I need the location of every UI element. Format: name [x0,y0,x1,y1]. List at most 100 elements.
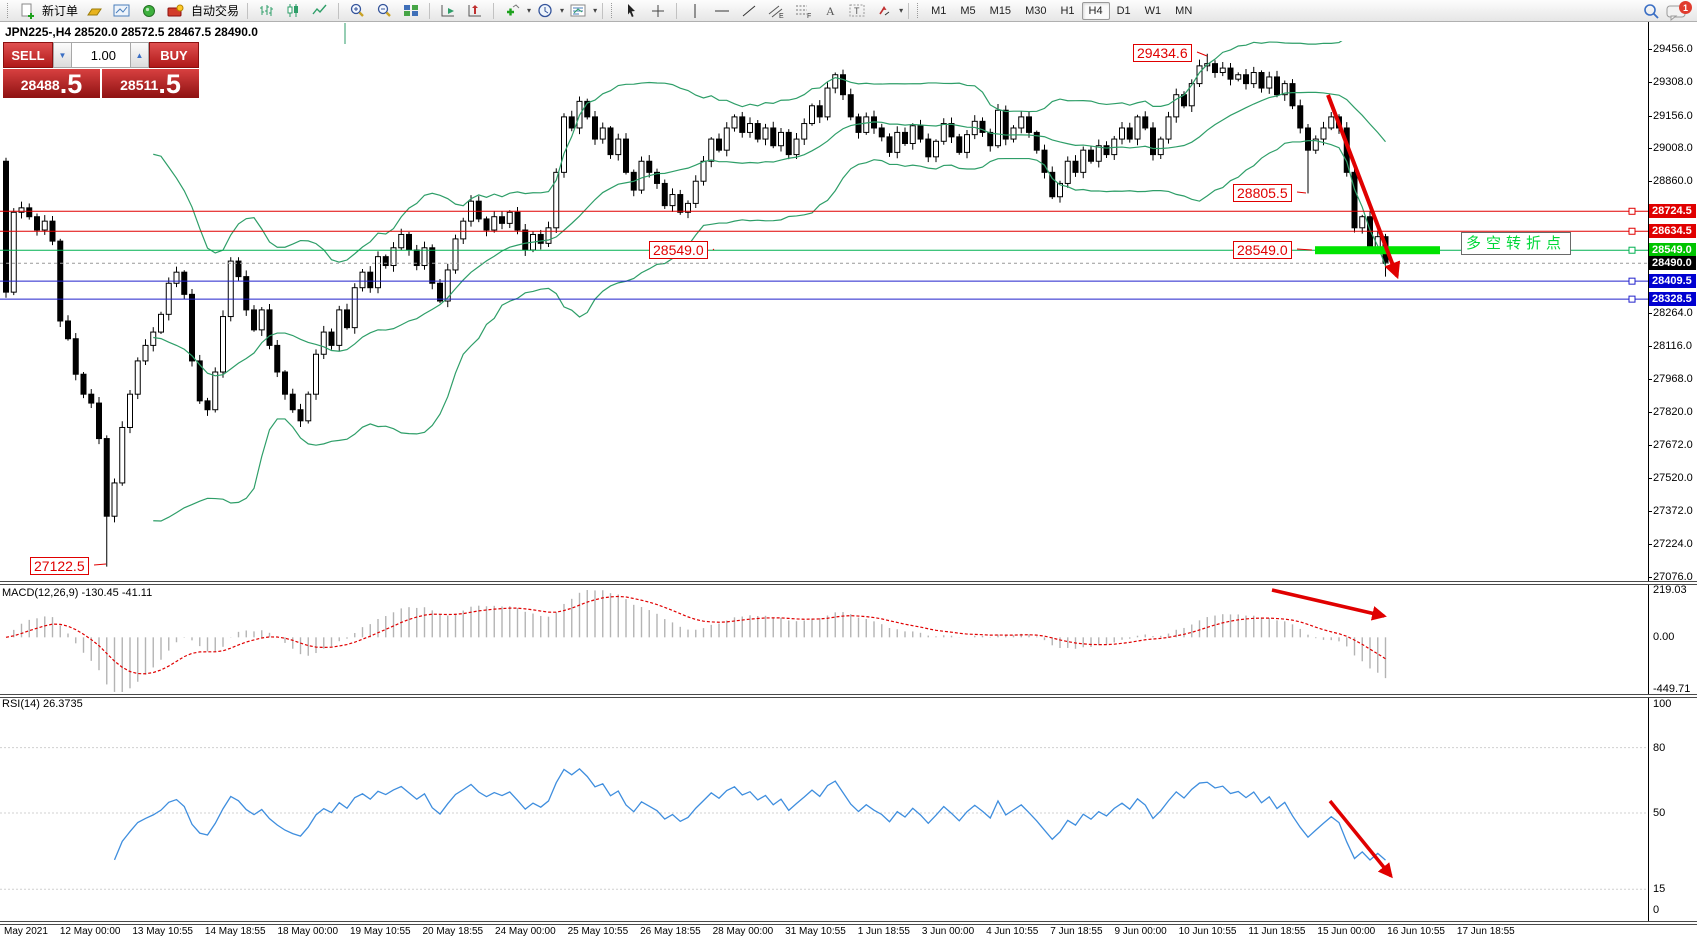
price-callout-28549.0[interactable]: 28549.0 [1233,241,1292,259]
text-tool-button[interactable]: A [817,0,843,21]
toolbar-grip [7,3,10,18]
sell-button[interactable]: SELL [3,42,53,68]
sell-price[interactable]: 28488.5 [3,69,100,98]
rsi-axis-label: 15 [1653,883,1666,896]
price-axis-label: 27520.0 [1653,472,1693,485]
cursor-tool-button[interactable] [618,0,644,21]
price-callout-28805.5[interactable]: 28805.5 [1233,184,1292,202]
price-axis-label: 27820.0 [1653,405,1693,418]
price-axis-tick [1648,181,1652,183]
price-axis-tick [1648,544,1652,546]
price-tag-28724.5: 28724.5 [1649,204,1696,219]
price-callout-29434.6[interactable]: 29434.6 [1133,44,1192,62]
indicators-button[interactable] [499,0,525,21]
text-label-tool-button[interactable]: T [844,0,870,21]
signal-orb-icon[interactable] [136,0,162,21]
time-axis[interactable]: May 2021 12 May 00:00 13 May 10:55 14 May 1… [0,926,1515,937]
toolbar-separator [247,2,249,19]
timeframe-h4[interactable]: H4 [1081,1,1110,20]
chart-title: JPN225-,H4 28520.0 28572.5 28467.5 28490… [5,25,258,39]
vertical-line-tool-button[interactable] [682,0,708,21]
turning-point-annotation[interactable]: 多空转折点 [1461,232,1572,255]
tile-windows-button[interactable] [398,0,424,21]
macd-down-arrow[interactable] [1271,588,1387,621]
templates-button[interactable] [565,0,591,21]
time-axis-label: 17 Jun 18:55 [1456,926,1515,937]
one-click-trading-panel: SELL ▼ 1.00 ▲ BUY 28488.5 28511.5 [3,42,199,98]
price-axis-tick [1648,115,1652,117]
line-chart-mode-button[interactable] [307,0,333,21]
timeframe-h1[interactable]: H1 [1060,4,1075,17]
trendline-tool-button[interactable] [736,0,762,21]
price-axis-label: 27224.0 [1653,538,1693,551]
new-order-label[interactable]: 新订单 [42,4,79,18]
price-axis-label: 28116.0 [1653,340,1692,353]
macd-axis-label: 219.03 [1653,584,1687,596]
buy-price[interactable]: 28511.5 [102,69,199,98]
down-trend-arrow[interactable] [1326,94,1401,280]
timeframe-m5[interactable]: M5 [960,4,976,17]
horizontal-line-tool-button[interactable] [709,0,735,21]
time-axis-label: 4 Jun 10:55 [986,926,1039,937]
time-axis-label: 20 May 18:55 [422,926,484,937]
indicators-dropdown-caret[interactable]: ▾ [527,6,532,15]
notification-badge[interactable]: 1 [1679,1,1692,14]
chart-window-icon[interactable] [109,0,135,21]
price-axis-tick [1648,411,1652,413]
time-axis-label: 19 May 10:55 [349,926,411,937]
price-axis-tick [1648,478,1652,480]
rsi-header: RSI(14) 26.3735 [2,698,83,710]
lot-increase-button[interactable]: ▲ [130,42,149,68]
candlestick-series [3,53,1389,567]
autotrading-button[interactable] [163,0,189,21]
lot-decrease-button[interactable]: ▼ [53,42,72,68]
price-callout-27122.5[interactable]: 27122.5 [30,557,89,575]
crosshair-tool-button[interactable] [645,0,671,21]
price-axis-label: 28264.0 [1653,307,1693,320]
search-button[interactable] [1638,1,1664,22]
gold-icon[interactable] [82,0,108,21]
fibonacci-tool-button[interactable]: F [790,0,816,21]
chart-shift-button[interactable] [462,0,488,21]
time-axis-label: 10 Jun 10:55 [1178,926,1237,937]
periods-button[interactable] [532,0,558,21]
zoom-in-button[interactable] [344,0,370,21]
templates-dropdown-caret[interactable]: ▾ [593,6,598,15]
bar-chart-mode-button[interactable] [253,0,279,21]
timeframe-m30[interactable]: M30 [1025,4,1047,17]
price-axis-label: 29308.0 [1653,75,1693,88]
timeframe-m1[interactable]: M1 [931,4,947,17]
zoom-out-button[interactable] [371,0,397,21]
time-axis-label: 3 Jun 00:00 [921,926,975,937]
price-axis-tick [1648,577,1652,578]
price-axis-tick [1648,379,1652,381]
buy-button[interactable]: BUY [149,42,199,68]
new-order-button[interactable] [14,0,40,21]
arrows-tool-button[interactable] [871,0,897,21]
timeframe-d1[interactable]: D1 [1116,4,1131,17]
time-axis-label: 28 May 00:00 [712,926,774,937]
channel-tool-button[interactable]: E [763,0,789,21]
time-axis-label: 31 May 10:55 [785,926,846,937]
auto-scroll-button[interactable] [435,0,461,21]
lot-size-input[interactable]: 1.00 [72,42,130,68]
arrows-dropdown-caret[interactable]: ▾ [899,6,904,15]
highlight-bar[interactable] [1315,246,1440,255]
macd-pane-splitter[interactable] [0,581,1697,585]
rsi-down-arrow[interactable] [1328,799,1393,879]
timeframe-m15[interactable]: M15 [989,4,1012,17]
rsi-axis-label: 100 [1653,698,1672,710]
toolbar-separator [429,2,431,19]
chart-canvas[interactable] [0,0,1648,942]
autotrading-label[interactable]: 自动交易 [191,4,240,18]
rsi-pane-splitter[interactable] [0,694,1697,698]
timeframe-mn[interactable]: MN [1175,4,1193,17]
candle-chart-mode-button[interactable] [280,0,306,21]
periods-dropdown-caret[interactable]: ▾ [560,6,565,15]
price-axis-tick [1648,313,1652,315]
price-axis[interactable] [1648,22,1697,925]
price-callout-28549.0[interactable]: 28549.0 [649,241,708,259]
timeframe-w1[interactable]: W1 [1144,4,1162,17]
toolbar-grip [611,3,614,18]
